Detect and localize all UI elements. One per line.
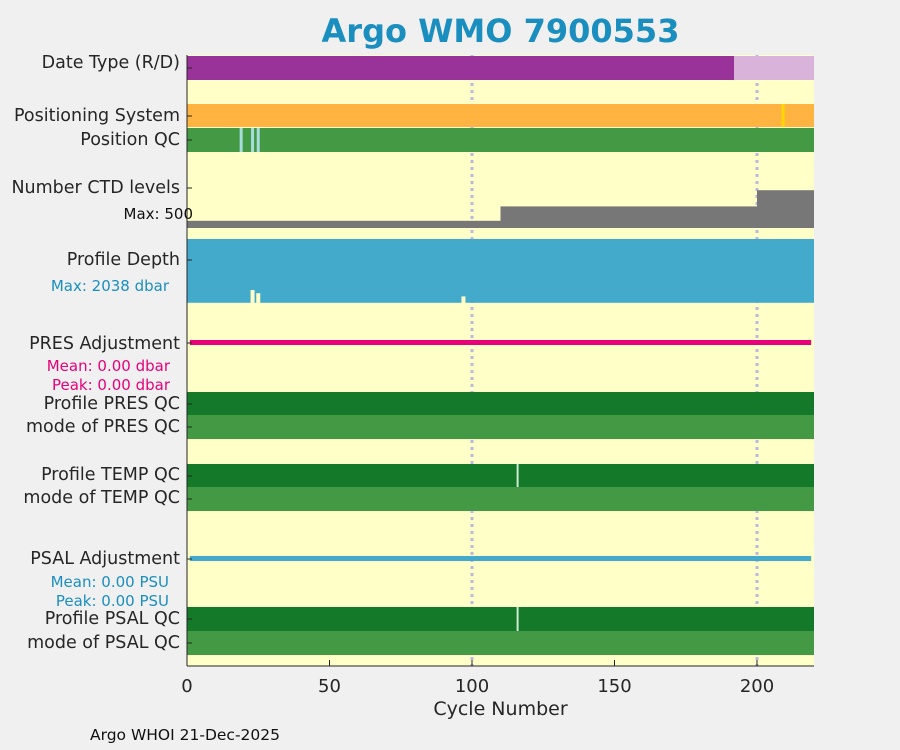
label-profile-depth: Profile Depth [66,250,180,270]
plot-area [187,55,814,666]
footer-credit: Argo WHOI 21-Dec-2025 [90,726,280,744]
positioning-system-bar [187,104,814,127]
chart-title: Argo WMO 7900553 [321,12,680,50]
label-date-type: Date Type (R/D) [41,53,180,73]
profile-depth-dip-23 [250,290,255,304]
label-mode-temp-qc: mode of TEMP QC [23,488,180,508]
psal-qc-flag-116 [516,607,519,631]
position-qc-bar [187,128,814,152]
temp-qc-flag-116 [516,464,519,487]
ctd-levels-bar-1 [500,206,757,228]
pres-mean-label: Mean: 0.00 dbar [46,357,170,375]
profile-temp-qc-bar [187,464,814,487]
profile-depth-dip-25 [256,293,261,304]
date-type-bar-D [187,56,735,80]
mode-psal-qc-bar [187,631,814,655]
label-profile-pres-qc: Profile PRES QC [43,394,180,414]
pres-peak-label: Peak: 0.00 dbar [51,376,170,394]
psal-peak-label: Peak: 0.00 PSU [55,592,169,610]
label-mode-psal-qc: mode of PSAL QC [27,633,180,653]
x-tick-label-150: 150 [597,676,631,697]
label-psal-adjustment: PSAL Adjustment [30,549,180,569]
psal-adjustment-line [189,556,812,561]
position-qc-flag-23 [251,128,255,152]
mode-temp-qc-bar [187,487,814,511]
profile-depth-dip-97 [461,296,466,304]
label-pres-adjustment: PRES Adjustment [29,334,180,354]
profile-psal-qc-bar [187,607,814,631]
mode-pres-qc-bar [187,415,814,439]
ctd-levels-bar-2 [757,190,814,228]
label-profile-psal-qc: Profile PSAL QC [44,609,180,629]
ctd-max-label: Max: 500 [123,205,193,223]
label-ctd-levels: Number CTD levels [11,178,180,198]
x-tick-label-0: 0 [181,676,192,697]
x-tick-label-100: 100 [455,676,489,697]
label-positioning-system: Positioning System [13,106,180,126]
pres-adjustment-line [189,340,812,345]
ctd-levels-bar-0 [187,220,501,228]
label-position-qc: Position QC [80,130,180,150]
label-mode-pres-qc: mode of PRES QC [25,417,180,437]
x-tick-label-200: 200 [740,676,774,697]
date-type-bar-R [734,56,814,80]
label-profile-temp-qc: Profile TEMP QC [41,465,180,485]
psal-mean-label: Mean: 0.00 PSU [50,573,169,591]
positioning-system-highlight [781,104,785,127]
profile-depth-bars [187,239,814,303]
x-axis-label: Cycle Number [433,698,568,720]
x-tick-label-50: 50 [318,676,341,697]
depth-max-label: Max: 2038 dbar [50,277,169,295]
position-qc-flag-25 [256,128,260,152]
position-qc-flag-19 [239,128,243,152]
profile-pres-qc-bar [187,392,814,415]
